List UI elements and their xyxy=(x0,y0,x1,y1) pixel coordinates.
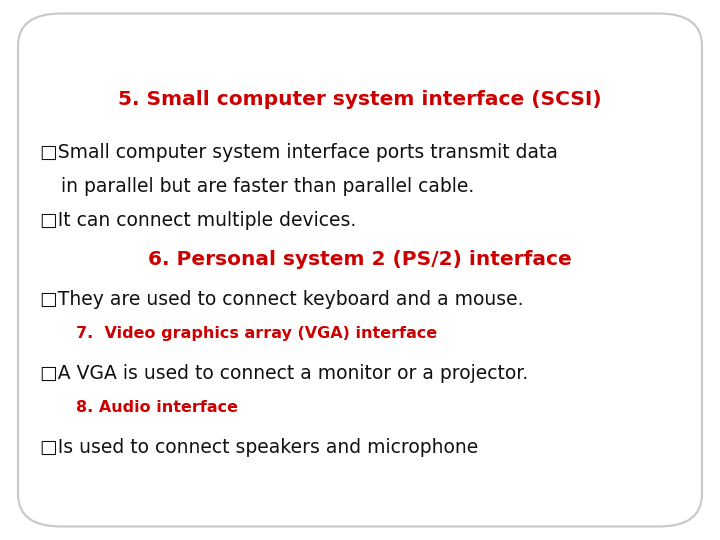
Text: 5. Small computer system interface (SCSI): 5. Small computer system interface (SCSI… xyxy=(118,90,602,110)
Text: □Is used to connect speakers and microphone: □Is used to connect speakers and microph… xyxy=(40,437,478,457)
Text: in parallel but are faster than parallel cable.: in parallel but are faster than parallel… xyxy=(61,177,474,196)
Text: 8. Audio interface: 8. Audio interface xyxy=(76,400,238,415)
Text: □Small computer system interface ports transmit data: □Small computer system interface ports t… xyxy=(40,143,557,162)
Text: □They are used to connect keyboard and a mouse.: □They are used to connect keyboard and a… xyxy=(40,290,523,309)
Text: 6. Personal system 2 (PS/2) interface: 6. Personal system 2 (PS/2) interface xyxy=(148,249,572,269)
Text: 7.  Video graphics array (VGA) interface: 7. Video graphics array (VGA) interface xyxy=(76,326,437,341)
FancyBboxPatch shape xyxy=(18,14,702,526)
Text: □It can connect multiple devices.: □It can connect multiple devices. xyxy=(40,211,356,230)
Text: □A VGA is used to connect a monitor or a projector.: □A VGA is used to connect a monitor or a… xyxy=(40,364,528,383)
